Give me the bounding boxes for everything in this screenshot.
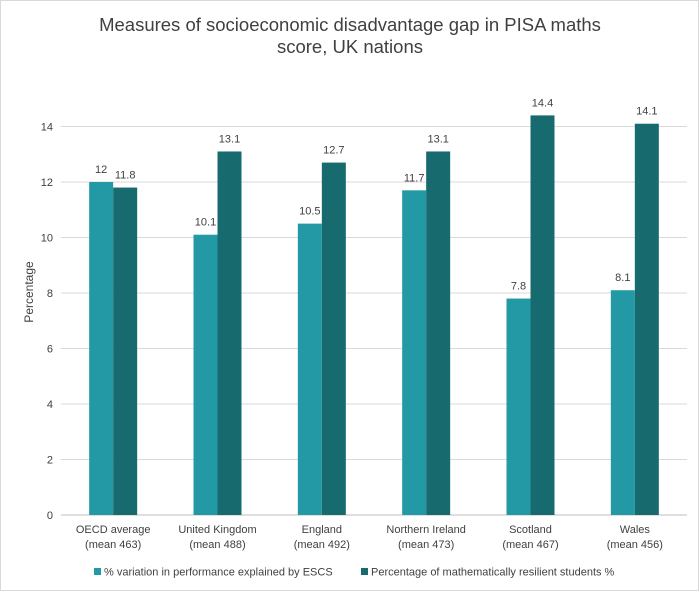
data-label: 13.1 [427, 133, 448, 145]
category-label: OECD average [76, 524, 151, 536]
y-tick-label: 4 [47, 399, 53, 411]
gridlines [61, 126, 687, 516]
bar-series-1 [89, 182, 114, 515]
chart-title-line-2: score, UK nations [277, 36, 423, 57]
legend: % variation in performance explained by … [94, 567, 615, 579]
bar-series-2 [634, 123, 659, 515]
bar-series-2 [217, 151, 242, 515]
data-label: 8.1 [615, 272, 630, 284]
category-sublabel: (mean 473) [398, 539, 454, 551]
y-axis-title: Percentage [22, 261, 36, 323]
category-sublabel: (mean 467) [502, 539, 558, 551]
category-labels: OECD average (mean 463) United Kingdom (mea… [76, 524, 663, 551]
y-tick-label: 6 [47, 344, 53, 356]
y-tick-label: 0 [47, 510, 53, 522]
bar-series-2 [113, 187, 138, 516]
category-label: United Kingdom [178, 524, 256, 536]
bar-series-2 [530, 115, 555, 516]
y-axis-ticks: 0 2 4 6 8 10 12 14 [41, 122, 53, 523]
bar-series-2 [426, 151, 451, 515]
data-label: 14.4 [532, 97, 553, 109]
y-tick-label: 8 [47, 288, 53, 300]
category-sublabel: (mean 492) [294, 539, 350, 551]
data-labels: 12 11.8 10.1 13.1 10.5 12.7 11.7 13.1 7.8 14.4 8.1… [95, 97, 658, 292]
y-tick-label: 14 [41, 122, 53, 134]
bar-series-2 [321, 162, 346, 515]
bar-series-1 [402, 190, 427, 515]
legend-swatch-1 [94, 568, 101, 575]
bar-series-1 [506, 298, 531, 515]
category-sublabel: (mean 488) [189, 539, 245, 551]
category-sublabel: (mean 456) [607, 539, 663, 551]
bar-series-1 [193, 234, 218, 515]
category-label: Scotland [509, 524, 552, 536]
data-label: 7.8 [511, 281, 526, 293]
data-label: 12.7 [323, 145, 344, 157]
legend-swatch-2 [361, 568, 368, 575]
category-label: Northern Ireland [386, 524, 466, 536]
legend-label-1: % variation in performance explained by … [104, 567, 333, 579]
data-label: 14.1 [636, 106, 657, 118]
data-label: 12 [95, 164, 107, 176]
data-label: 11.8 [115, 170, 136, 182]
data-label: 11.7 [404, 172, 425, 184]
category-label: Wales [620, 524, 651, 536]
data-label: 10.5 [299, 206, 320, 218]
category-label: England [302, 524, 342, 536]
chart-title-line-1: Measures of socioeconomic disadvantage g… [99, 14, 601, 35]
bar-series-1 [297, 223, 322, 515]
y-tick-label: 10 [41, 233, 53, 245]
bar-series-1 [610, 290, 635, 515]
legend-label-2: Percentage of mathematically resilient s… [371, 567, 615, 579]
y-tick-label: 12 [41, 177, 53, 189]
category-sublabel: (mean 463) [85, 539, 141, 551]
y-tick-label: 2 [47, 455, 53, 467]
bars [89, 115, 659, 516]
data-label: 10.1 [195, 217, 216, 229]
chart-title: Measures of socioeconomic disadvantage g… [99, 14, 601, 57]
data-label: 13.1 [219, 133, 240, 145]
